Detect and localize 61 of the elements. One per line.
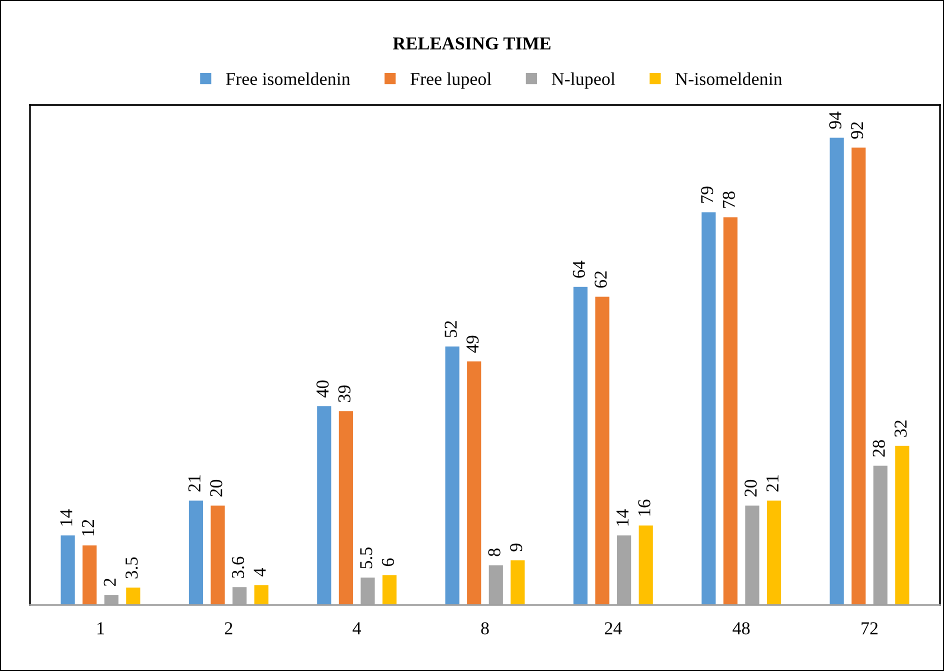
bar: [126, 588, 140, 605]
data-label: 40: [316, 380, 329, 398]
bar: [702, 212, 716, 605]
data-label: 20: [210, 480, 222, 496]
data-label: 21: [766, 475, 778, 492]
data-label: 94: [829, 112, 842, 129]
bar: [445, 346, 460, 605]
x-tick-label: 1: [98, 622, 104, 634]
data-label: 78: [722, 192, 735, 208]
data-label: 39: [338, 385, 350, 402]
data-label: 6: [382, 558, 394, 566]
data-label: 3.5: [126, 557, 138, 578]
data-label: 12: [82, 520, 94, 536]
bar: [723, 217, 738, 605]
bar: [895, 446, 910, 605]
bar: [852, 148, 866, 605]
legend-label: N-isomeldenin: [676, 72, 782, 86]
x-tick-label: 8: [481, 622, 489, 634]
data-label: 14: [616, 509, 628, 526]
bar: [188, 500, 204, 605]
bar: [638, 525, 653, 605]
data-label: 52: [444, 321, 457, 338]
data-label: 3.6: [232, 556, 244, 578]
data-label: 5.5: [360, 547, 372, 568]
bar: [766, 500, 782, 605]
x-tick-label: 24: [604, 622, 622, 634]
chart-title: RELEASING TIME: [392, 37, 550, 50]
x-tick-label: 48: [732, 622, 750, 634]
data-label: 2: [104, 578, 116, 586]
data-label: 49: [466, 336, 479, 353]
x-tick-label: 2: [224, 622, 232, 634]
bar: [317, 406, 332, 605]
data-label: 16: [638, 500, 650, 516]
data-label: 28: [872, 440, 885, 457]
bar: [60, 535, 75, 605]
data-label: 79: [701, 186, 714, 203]
data-label: 32: [894, 420, 907, 437]
data-label: 64: [572, 260, 586, 278]
bar: [382, 575, 397, 605]
legend-label: N-lupeol: [552, 72, 616, 89]
bar: [210, 506, 225, 605]
bar: [830, 138, 844, 605]
x-tick-label: 72: [862, 622, 878, 634]
bar: [595, 296, 610, 605]
data-label: 9: [510, 544, 522, 552]
data-label: 62: [594, 271, 607, 288]
data-label: 20: [744, 480, 757, 496]
data-label: 21: [188, 475, 200, 492]
bar: [467, 361, 482, 605]
data-label: 14: [60, 509, 72, 526]
bar: [338, 411, 353, 605]
bar: [573, 286, 588, 605]
data-label: 4: [254, 568, 266, 576]
bar: [254, 585, 268, 605]
bar: [82, 545, 97, 605]
legend-label: Free isomeldenin: [226, 72, 350, 86]
legend-label: Free lupeol: [410, 72, 492, 89]
bar: [510, 560, 525, 605]
x-tick-label: 4: [352, 622, 362, 634]
data-label: 8: [488, 548, 500, 556]
data-label: 92: [851, 122, 864, 139]
